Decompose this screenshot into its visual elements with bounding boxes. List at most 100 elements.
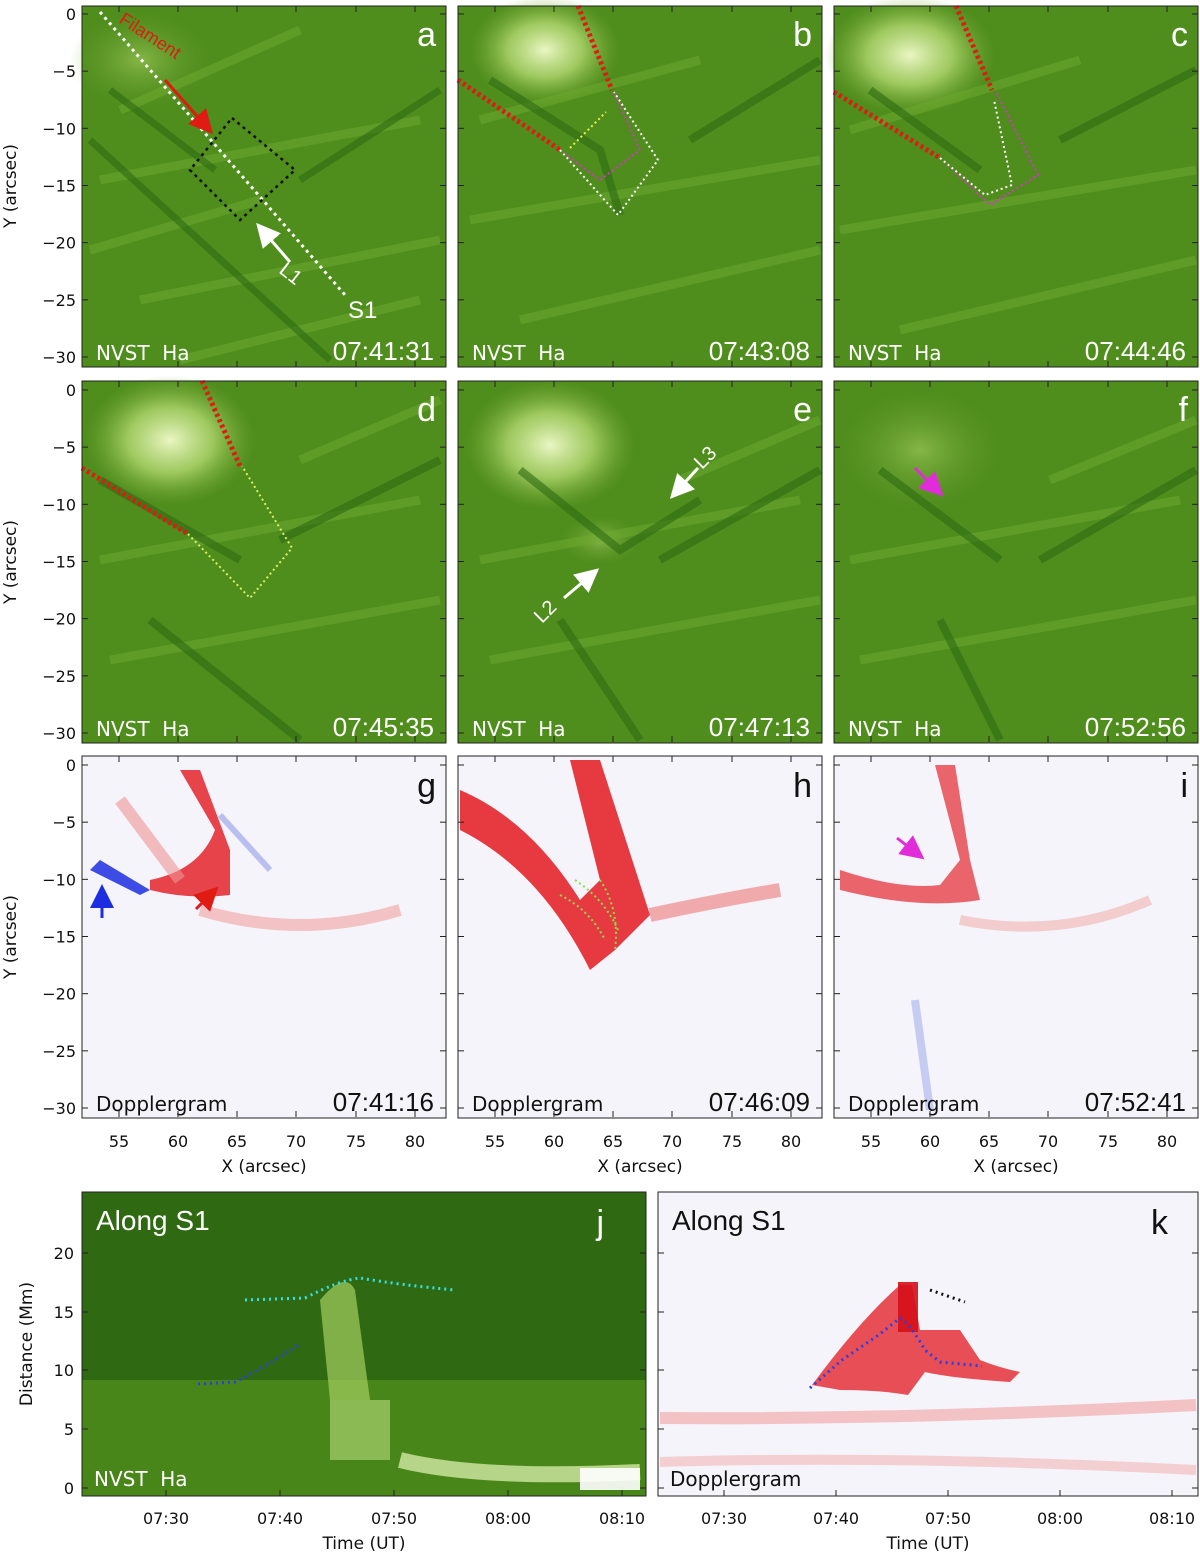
x-tick-label: 65 — [979, 1132, 999, 1151]
time-tick-label: 07:50 — [925, 1509, 971, 1528]
x-axis-title-h: X (arcsec) — [597, 1157, 682, 1177]
time-tick-label: 07:40 — [813, 1509, 859, 1528]
instrument-label: NVST Ha — [848, 717, 942, 741]
distance-axis-title: Distance (Mm) — [17, 1282, 37, 1406]
y-tick-label: −20 — [42, 985, 76, 1004]
y-axis-title-row1: Y (arcsec) — [1, 144, 21, 229]
time-tick-label: 07:40 — [257, 1509, 303, 1528]
panel-e: L2 L3 e NVST Ha 07:47:13 — [458, 380, 822, 743]
instrument-label: Dopplergram — [96, 1092, 227, 1116]
x-tick-label: 65 — [603, 1132, 623, 1151]
y-tick-label: −20 — [42, 610, 76, 629]
y-tick-label: −30 — [42, 724, 76, 743]
panel-letter: h — [793, 767, 812, 805]
x-tick-label: 70 — [1038, 1132, 1058, 1151]
timestamp: 07:41:31 — [333, 336, 434, 366]
timestamp: 07:52:41 — [1085, 1087, 1186, 1117]
y-tick-label: −30 — [42, 348, 76, 367]
instrument-label: Dopplergram — [848, 1092, 979, 1116]
y-tick-label: −10 — [42, 870, 76, 889]
y-tick-label: −30 — [42, 1099, 76, 1118]
y-tick-label: −25 — [42, 667, 76, 686]
distance-tick-label: 10 — [54, 1361, 74, 1380]
x-axis-title-g: X (arcsec) — [221, 1157, 306, 1177]
y-tick-label: 0 — [66, 381, 76, 400]
panel-letter: j — [595, 1204, 604, 1242]
x-axis-title-i: X (arcsec) — [973, 1157, 1058, 1177]
x-tick-label: 55 — [861, 1132, 881, 1151]
y-tick-label: −20 — [42, 234, 76, 253]
y-tick-label: 0 — [66, 756, 76, 775]
y-tick-label: −15 — [42, 177, 76, 196]
y-tick-label: −10 — [42, 119, 76, 138]
y-tick-label: −25 — [42, 1042, 76, 1061]
panel-letter: i — [1180, 767, 1188, 805]
slice-title: Along S1 — [672, 1205, 786, 1236]
timestamp: 07:41:16 — [333, 1087, 434, 1117]
x-tick-label: 80 — [1157, 1132, 1177, 1151]
panel-a: Filament L1 S1 a NVST Ha 07:41:31 — [70, 6, 446, 367]
x-tick-label: 60 — [920, 1132, 940, 1151]
x-tick-label: 75 — [1098, 1132, 1118, 1151]
timestamp: 07:44:46 — [1085, 336, 1186, 366]
distance-tick-label: 15 — [54, 1303, 74, 1322]
panel-k: Along S1 k Dopplergram — [658, 1192, 1198, 1496]
panel-letter: g — [417, 767, 436, 805]
timestamp: 07:47:13 — [709, 712, 810, 742]
distance-tick-label: 20 — [54, 1244, 74, 1263]
y-tick-label: −15 — [42, 553, 76, 572]
slice-s1-label: S1 — [348, 297, 377, 324]
y-tick-label: −5 — [52, 62, 76, 81]
time-tick-label: 07:50 — [371, 1509, 417, 1528]
time-tick-label: 08:10 — [599, 1509, 645, 1528]
x-tick-label: 60 — [544, 1132, 564, 1151]
panel-letter: a — [417, 16, 436, 54]
x-tick-label: 80 — [405, 1132, 425, 1151]
time-tick-label: 07:30 — [701, 1509, 747, 1528]
y-axis-title-row2: Y (arcsec) — [1, 520, 21, 605]
x-tick-label: 70 — [286, 1132, 306, 1151]
instrument-label: NVST Ha — [472, 341, 566, 365]
x-tick-label: 70 — [662, 1132, 682, 1151]
panel-letter: d — [417, 391, 436, 429]
y-tick-label: −5 — [52, 813, 76, 832]
instrument-label: NVST Ha — [96, 717, 190, 741]
panel-g: g Dopplergram 07:41:16 — [82, 756, 446, 1118]
instrument-label: Dopplergram — [472, 1092, 603, 1116]
timestamp: 07:46:09 — [709, 1087, 810, 1117]
timestamp: 07:43:08 — [709, 336, 810, 366]
y-tick-label: −5 — [52, 438, 76, 457]
instrument-label: Dopplergram — [670, 1467, 801, 1491]
x-tick-label: 60 — [168, 1132, 188, 1151]
x-tick-label: 65 — [227, 1132, 247, 1151]
timestamp: 07:45:35 — [333, 712, 434, 742]
instrument-label: NVST Ha — [848, 341, 942, 365]
panel-letter: b — [793, 16, 812, 54]
panel-i: i Dopplergram 07:52:41 — [834, 756, 1198, 1118]
x-tick-label: 55 — [485, 1132, 505, 1151]
instrument-label: NVST Ha — [94, 1467, 188, 1491]
instrument-label: NVST Ha — [96, 341, 190, 365]
distance-tick-label: 5 — [64, 1420, 74, 1439]
x-tick-label: 55 — [109, 1132, 129, 1151]
panel-letter: c — [1171, 16, 1188, 54]
slice-title: Along S1 — [96, 1205, 210, 1236]
time-tick-label: 08:00 — [1037, 1509, 1083, 1528]
x-tick-label: 80 — [781, 1132, 801, 1151]
axis-ticks: 0 −5 −10 −15 −20 −25 −30 0 −5 −10 −15 −20 −25 −30 0 −5 −… — [42, 5, 1198, 1528]
time-tick-label: 08:00 — [485, 1509, 531, 1528]
time-tick-label: 07:30 — [143, 1509, 189, 1528]
instrument-label: NVST Ha — [472, 717, 566, 741]
panel-letter: e — [793, 391, 812, 429]
y-axis-title-row3: Y (arcsec) — [1, 895, 21, 980]
y-tick-label: −15 — [42, 928, 76, 947]
timestamp: 07:52:56 — [1085, 712, 1186, 742]
panel-letter: k — [1151, 1204, 1169, 1242]
panel-h: h Dopplergram 07:46:09 — [458, 756, 822, 1118]
x-tick-label: 75 — [722, 1132, 742, 1151]
panel-d: d NVST Ha 07:45:35 — [80, 375, 446, 744]
panel-c: c NVST Ha 07:44:46 — [825, 0, 1198, 367]
panel-b: b NVST Ha 07:43:08 — [456, 0, 823, 367]
y-tick-label: −25 — [42, 291, 76, 310]
